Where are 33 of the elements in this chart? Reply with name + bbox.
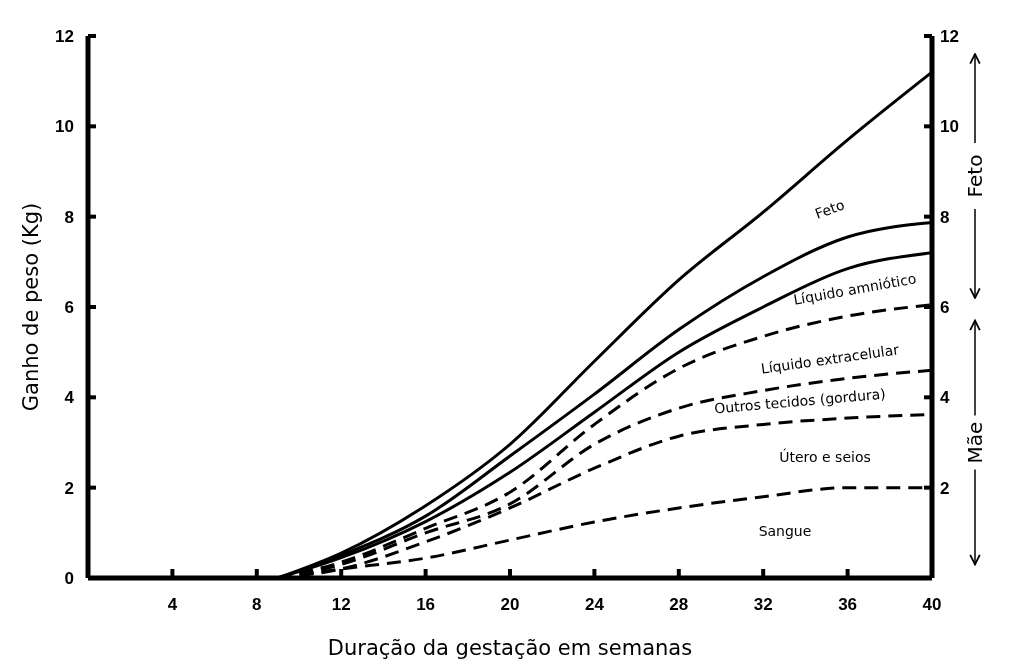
annotation: Outros tecidos (gordura) [713,385,887,417]
x-tick-label: 20 [500,595,520,614]
x-tick-label: 8 [252,595,262,614]
y-tick-label: 8 [64,207,74,227]
y2-tick-label: 10 [940,117,959,137]
y2-tick-label: 12 [940,27,959,46]
x-tick-label: 24 [584,595,605,614]
annotation: Sangue [758,523,812,539]
text: Mãe [963,421,987,464]
y2-tick-label: 4 [940,388,950,408]
text: Feto [963,154,987,198]
y2-tick-label: 6 [940,298,950,317]
y-axis-title: Ganho de peso (Kg) [19,202,43,412]
y2-tick-label: 8 [940,207,950,227]
x-tick-label: 40 [922,595,942,614]
x-tick-label: 36 [838,595,858,614]
y-tick-label: 6 [64,298,74,317]
y-tick-label: 10 [55,117,74,137]
x-axis-title: Duração da gestação em semanas [327,636,693,660]
y-tick-label: 4 [64,388,75,408]
x-tick-label: 32 [753,595,773,614]
annotation: Líquido extracelular [759,341,901,377]
y-tick-label: 0 [64,569,74,588]
x-tick-label: 4 [167,595,178,614]
y2-tick-label: 2 [940,478,950,498]
annotation: Líquido amniótico [792,270,918,308]
x-tick-label: 16 [416,595,436,614]
x-tick-label: 12 [331,595,351,614]
annotation: Útero e seios [779,448,871,465]
x-tick-label: 28 [669,595,689,614]
y-tick-label: 12 [55,27,74,46]
annotation: Feto [812,196,847,222]
y-tick-label: 2 [64,478,74,498]
